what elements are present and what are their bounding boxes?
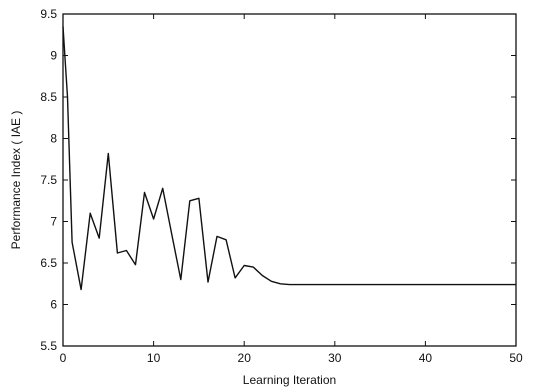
x-tick-label: 0 xyxy=(60,351,67,365)
x-tick-label: 40 xyxy=(419,351,433,365)
y-tick-label: 9.5 xyxy=(40,7,57,21)
x-tick-label: 10 xyxy=(147,351,161,365)
y-tick-label: 7.5 xyxy=(40,173,57,187)
y-axis-ticks: 5.5 6 6.5 7 7.5 8 8.5 9 9.5 xyxy=(40,7,516,353)
x-axis-ticks: 0 10 20 30 40 50 xyxy=(60,14,523,365)
y-tick-label: 5.5 xyxy=(40,339,57,353)
y-axis-label: Performance Index ( IAE ) xyxy=(9,111,23,250)
series-layer xyxy=(62,26,516,291)
y-tick-label: 8 xyxy=(50,132,57,146)
y-tick-label: 8.5 xyxy=(40,90,57,104)
series-line xyxy=(62,26,516,291)
x-tick-label: 30 xyxy=(328,351,342,365)
x-tick-label: 20 xyxy=(238,351,252,365)
y-tick-label: 6 xyxy=(50,298,57,312)
y-tick-label: 7 xyxy=(50,215,57,229)
x-tick-label: 50 xyxy=(509,351,523,365)
plot-frame xyxy=(62,13,517,347)
y-tick-label: 6.5 xyxy=(40,256,57,270)
y-tick-label: 9 xyxy=(50,49,57,63)
x-axis-label: Learning Iteration xyxy=(243,373,336,387)
